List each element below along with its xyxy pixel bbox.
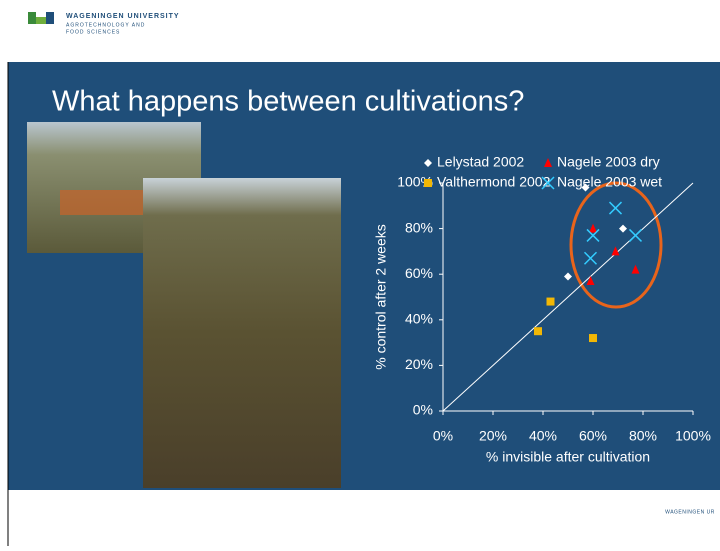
y-axis-label: % control after 2 weeks	[373, 224, 389, 370]
x-tick-label: 0%	[433, 428, 453, 444]
y-tick-label: 0%	[413, 402, 433, 418]
legend-label: Lelystad 2002	[437, 154, 524, 170]
one-to-one-line	[442, 182, 694, 412]
legend-label: Valthermond 2002	[437, 174, 551, 190]
point	[611, 246, 620, 256]
point	[586, 276, 595, 286]
x-tick-label: 80%	[629, 428, 657, 444]
y-tick-label: 40%	[405, 311, 433, 327]
x-tick-label: 60%	[579, 428, 607, 444]
point	[589, 223, 597, 233]
slide-title: What happens between cultivations?	[52, 86, 524, 118]
logo-block	[36, 17, 46, 24]
footer-logo: WAGENINGEN UR	[665, 509, 715, 515]
highlight-ellipse	[569, 181, 663, 309]
logo-text: WAGENINGEN UNIVERSITY	[66, 13, 180, 20]
point	[628, 228, 643, 242]
point	[608, 201, 623, 215]
logo: WAGENINGEN UNIVERSITY AGROTECHNOLOGY AND…	[28, 12, 180, 35]
logo-text: AGROTECHNOLOGY AND	[66, 22, 145, 28]
point	[589, 334, 597, 343]
point	[564, 272, 572, 281]
point	[546, 297, 555, 306]
point	[581, 183, 590, 192]
point	[583, 251, 598, 265]
logo-block	[46, 12, 54, 24]
x-tick-label: 20%	[479, 428, 507, 444]
x-tick-label: 100%	[675, 428, 711, 444]
footer-logo-bg	[670, 509, 710, 515]
x-tick-label: 40%	[529, 428, 557, 444]
point	[586, 228, 600, 242]
legend-label: Nagele 2003 wet	[557, 174, 662, 190]
point	[534, 327, 542, 336]
legend-marker	[541, 176, 555, 190]
legend-label: Nagele 2003 dry	[557, 154, 660, 170]
x-axis-label: % invisible after cultivation	[486, 449, 650, 465]
point	[619, 224, 627, 233]
y-tick-label: 80%	[405, 219, 433, 235]
logo-block	[28, 12, 36, 24]
y-tick-label: 20%	[405, 356, 433, 372]
legend-marker	[424, 159, 432, 167]
point	[631, 264, 640, 274]
legend-marker	[424, 179, 432, 187]
y-tick-label: 60%	[405, 265, 433, 281]
photo-field	[143, 178, 341, 488]
legend-marker	[544, 158, 552, 167]
logo-text: FOOD SCIENCES	[66, 29, 120, 35]
